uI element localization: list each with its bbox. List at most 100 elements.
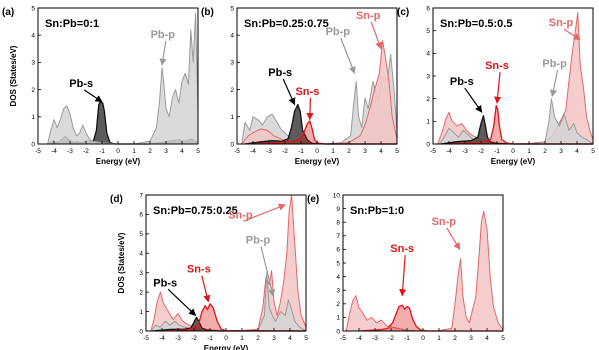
series-area-pb-s	[441, 115, 593, 144]
x-axis-label: Energy (eV)	[295, 157, 340, 166]
y-tick-label: 1	[426, 119, 430, 126]
annotation-label-pb-s: Pb-s	[268, 67, 292, 79]
annotation-arrow-pb-s	[282, 78, 296, 106]
series-area-pb-p	[47, 13, 198, 145]
series-line-sn-p	[345, 210, 504, 332]
series-area-sn-s	[359, 305, 503, 331]
x-tick-label: 3	[272, 335, 276, 342]
x-tick-label: -5	[35, 148, 41, 155]
annotation-label-pb-p: Pb-p	[326, 26, 351, 38]
x-tick-label: -4	[446, 148, 452, 155]
x-tick-label: -1	[99, 148, 105, 155]
y-tick-label: 8	[336, 220, 340, 227]
y-tick-label: 2	[31, 87, 35, 94]
x-tick-label: -1	[404, 335, 410, 342]
x-tick-label: -3	[372, 335, 378, 342]
series-line-sn-p	[150, 194, 307, 332]
y-tick-label: 4	[426, 51, 430, 58]
series-area-sn-p	[437, 12, 593, 144]
series-line-sn-s	[448, 104, 593, 145]
annotation-arrow-sn-p	[446, 227, 461, 251]
y-tick-label: 2	[426, 96, 430, 103]
x-tick-label: 0	[315, 148, 319, 155]
y-tick-label: 6	[426, 5, 430, 12]
x-tick-label: 4	[379, 148, 383, 155]
x-tick-label: -3	[462, 148, 468, 155]
y-tick-label: 0	[336, 328, 340, 335]
x-tick-label: 4	[288, 335, 292, 342]
series-area-pb-p	[150, 272, 306, 331]
panel-e: (e) -5 -4 -3 -2 -1 0 1 2 3 4 5 0 1 2 3 4 5 6 7 8 9 10 Sn:Pb=1:0…	[307, 192, 505, 342]
x-tick-label: -1	[494, 148, 500, 155]
x-tick-label: 3	[164, 148, 168, 155]
panel-d: (d) -5 -4 -3 -2 -1 0 1 2 3 4 5 0 1 2 3 4 5 6 7 Energy (eV) DO…	[110, 192, 308, 350]
y-axis-label: DOS (States/eV)	[117, 232, 126, 293]
x-tick-label: 4	[180, 148, 184, 155]
x-tick-label: 0	[224, 335, 228, 342]
x-tick-label: -2	[388, 335, 394, 342]
x-tick-label: 1	[527, 148, 531, 155]
annotation-label-sn-p: Sn-p	[228, 209, 253, 221]
annotation-arrow-pb-s	[464, 87, 483, 113]
x-tick-label: -4	[51, 148, 57, 155]
x-tick-label: -2	[282, 148, 288, 155]
annotation-label-pb-s: Pb-s	[69, 78, 93, 90]
x-tick-label: 2	[543, 148, 547, 155]
annotation-label-sn-s: Sn-s	[485, 60, 509, 72]
composition-title: Sn:Pb=1:0	[350, 205, 404, 217]
x-tick-label: 2	[347, 148, 351, 155]
y-tick-label: 7	[139, 192, 143, 199]
x-tick-label: 3	[469, 335, 473, 342]
x-tick-label: 1	[132, 148, 136, 155]
x-tick-label: 0	[421, 335, 425, 342]
x-tick-label: 1	[240, 335, 244, 342]
y-tick-label: 1	[31, 114, 35, 121]
x-tick-label: -5	[430, 148, 436, 155]
annotation-arrow-pb-s	[167, 288, 197, 316]
x-tick-label: 2	[453, 335, 457, 342]
x-tick-label: 4	[485, 335, 489, 342]
x-tick-label: -3	[67, 148, 73, 155]
y-tick-label: 4	[230, 33, 234, 40]
y-tick-label: 3	[230, 60, 234, 67]
x-tick-label: -2	[83, 148, 89, 155]
annotation-label-sn-s: Sn-s	[390, 243, 414, 255]
x-tick-label: 0	[511, 148, 515, 155]
x-tick-label: -2	[191, 335, 197, 342]
annotation-label-pb-s: Pb-s	[153, 277, 177, 289]
y-tick-label: 2	[139, 289, 143, 296]
composition-title: Sn:Pb=0.25:0.75	[244, 18, 329, 30]
y-tick-label: 4	[336, 274, 340, 281]
annotation-label-pb-p: Pb-p	[246, 235, 271, 247]
annotation-arrow-sn-s	[201, 275, 211, 303]
annotation-label-sn-s: Sn-s	[187, 264, 211, 276]
y-tick-label: 9	[336, 206, 340, 213]
y-tick-label: 5	[336, 260, 340, 267]
panel-label: (e)	[307, 194, 319, 205]
y-tick-label: 3	[139, 270, 143, 277]
annotation-arrow-sn-s	[306, 98, 314, 121]
x-tick-label: -2	[478, 148, 484, 155]
x-tick-label: 1	[331, 148, 335, 155]
x-tick-label: 2	[256, 335, 260, 342]
x-tick-label: -4	[250, 148, 256, 155]
annotation-arrow-sn-s	[494, 72, 502, 104]
y-tick-label: 6	[139, 212, 143, 219]
x-tick-label: 5	[591, 148, 595, 155]
series-line-pb-s	[244, 103, 397, 145]
y-tick-label: 0	[31, 141, 35, 148]
x-tick-label: -1	[207, 335, 213, 342]
x-tick-label: -5	[143, 335, 149, 342]
y-tick-label: 3	[336, 288, 340, 295]
annotation-label-sn-p: Sn-p	[549, 17, 574, 29]
series-line-sn-s	[252, 120, 397, 145]
annotation-label-pb-p: Pb-p	[151, 29, 176, 41]
y-tick-label: 4	[139, 251, 143, 258]
annotation-label-pb-p: Pb-p	[542, 58, 567, 70]
y-tick-label: 6	[336, 247, 340, 254]
y-tick-label: 3	[426, 73, 430, 80]
y-tick-label: 1	[336, 315, 340, 322]
x-tick-label: 2	[148, 148, 152, 155]
panel-label: (d)	[110, 194, 123, 205]
series-area-sn-p	[241, 40, 397, 144]
